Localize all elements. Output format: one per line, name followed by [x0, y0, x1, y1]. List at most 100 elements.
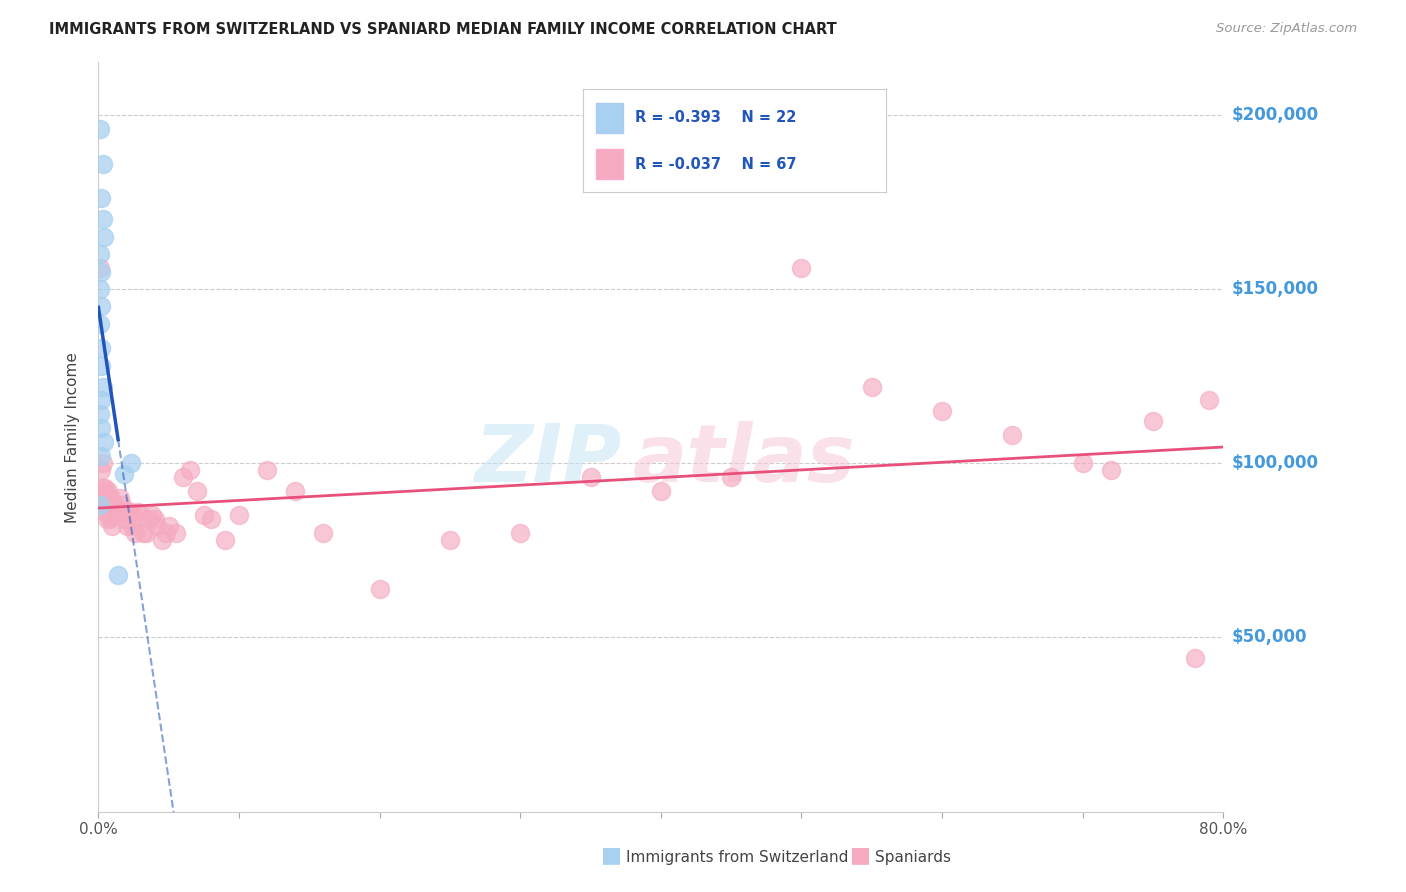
- Point: [129, 508, 152, 523]
- Point: [228, 508, 250, 523]
- Point: [91, 379, 114, 393]
- Point: [509, 525, 531, 540]
- Point: [101, 519, 124, 533]
- Point: [112, 467, 135, 481]
- Point: [284, 484, 307, 499]
- Point: [138, 512, 160, 526]
- Text: ■: ■: [602, 846, 621, 865]
- Point: [105, 505, 128, 519]
- Point: [368, 582, 391, 596]
- Text: R = -0.393    N = 22: R = -0.393 N = 22: [636, 111, 796, 126]
- Point: [93, 229, 115, 244]
- Point: [1071, 456, 1094, 470]
- Point: [172, 470, 194, 484]
- Point: [650, 484, 672, 499]
- Point: [179, 463, 201, 477]
- Point: [96, 512, 118, 526]
- Point: [90, 463, 112, 477]
- Point: [860, 379, 883, 393]
- Point: [103, 498, 125, 512]
- Point: [165, 525, 187, 540]
- Point: [143, 512, 166, 526]
- Text: ZIP: ZIP: [474, 420, 621, 499]
- Text: ■: ■: [851, 846, 870, 865]
- Text: Immigrants from Switzerland: Immigrants from Switzerland: [626, 850, 848, 865]
- Point: [90, 449, 112, 463]
- Point: [135, 525, 157, 540]
- Text: Source: ZipAtlas.com: Source: ZipAtlas.com: [1216, 22, 1357, 36]
- Point: [141, 508, 163, 523]
- Point: [98, 498, 121, 512]
- Point: [115, 519, 138, 533]
- Point: [1099, 463, 1122, 477]
- Text: $100,000: $100,000: [1232, 454, 1319, 472]
- Point: [98, 512, 121, 526]
- Point: [720, 470, 742, 484]
- Text: R = -0.037    N = 67: R = -0.037 N = 67: [636, 157, 796, 171]
- Point: [112, 505, 135, 519]
- Point: [214, 533, 236, 547]
- Point: [91, 456, 114, 470]
- Point: [90, 393, 112, 408]
- Point: [157, 519, 180, 533]
- Point: [97, 484, 120, 499]
- Point: [312, 525, 335, 540]
- Point: [91, 212, 114, 227]
- Point: [146, 519, 169, 533]
- Point: [90, 299, 112, 313]
- Point: [155, 525, 177, 540]
- Point: [1142, 414, 1164, 428]
- Point: [89, 408, 111, 422]
- Text: $50,000: $50,000: [1232, 629, 1308, 647]
- Point: [118, 505, 141, 519]
- Point: [1001, 428, 1024, 442]
- Point: [104, 508, 127, 523]
- Point: [89, 317, 111, 331]
- Point: [100, 491, 122, 505]
- Point: [94, 481, 117, 495]
- Point: [89, 247, 111, 261]
- Point: [93, 498, 115, 512]
- Point: [120, 456, 142, 470]
- Text: $200,000: $200,000: [1232, 106, 1319, 124]
- Point: [579, 470, 602, 484]
- Point: [89, 498, 111, 512]
- Point: [90, 264, 112, 278]
- Point: [91, 481, 114, 495]
- Point: [1198, 393, 1220, 408]
- Point: [90, 421, 112, 435]
- Point: [931, 404, 953, 418]
- Text: atlas: atlas: [633, 420, 855, 499]
- Point: [90, 191, 112, 205]
- Point: [89, 282, 111, 296]
- Point: [200, 512, 222, 526]
- Point: [101, 498, 124, 512]
- Point: [110, 505, 132, 519]
- Point: [94, 505, 117, 519]
- Point: [439, 533, 461, 547]
- Point: [790, 261, 813, 276]
- FancyBboxPatch shape: [596, 103, 623, 133]
- Point: [256, 463, 278, 477]
- Point: [193, 508, 215, 523]
- Point: [89, 121, 111, 136]
- Point: [107, 567, 129, 582]
- Point: [89, 261, 111, 276]
- Point: [93, 435, 115, 450]
- Point: [90, 341, 112, 355]
- Point: [120, 505, 142, 519]
- Text: IMMIGRANTS FROM SWITZERLAND VS SPANIARD MEDIAN FAMILY INCOME CORRELATION CHART: IMMIGRANTS FROM SWITZERLAND VS SPANIARD …: [49, 22, 837, 37]
- Point: [127, 505, 149, 519]
- Point: [124, 525, 146, 540]
- Point: [150, 533, 173, 547]
- Text: Spaniards: Spaniards: [875, 850, 950, 865]
- Point: [90, 359, 112, 373]
- Text: $150,000: $150,000: [1232, 280, 1319, 298]
- Point: [91, 156, 114, 170]
- Point: [132, 525, 155, 540]
- Y-axis label: Median Family Income: Median Family Income: [65, 351, 80, 523]
- Point: [1184, 651, 1206, 665]
- Point: [111, 498, 134, 512]
- Point: [93, 484, 115, 499]
- Point: [114, 512, 136, 526]
